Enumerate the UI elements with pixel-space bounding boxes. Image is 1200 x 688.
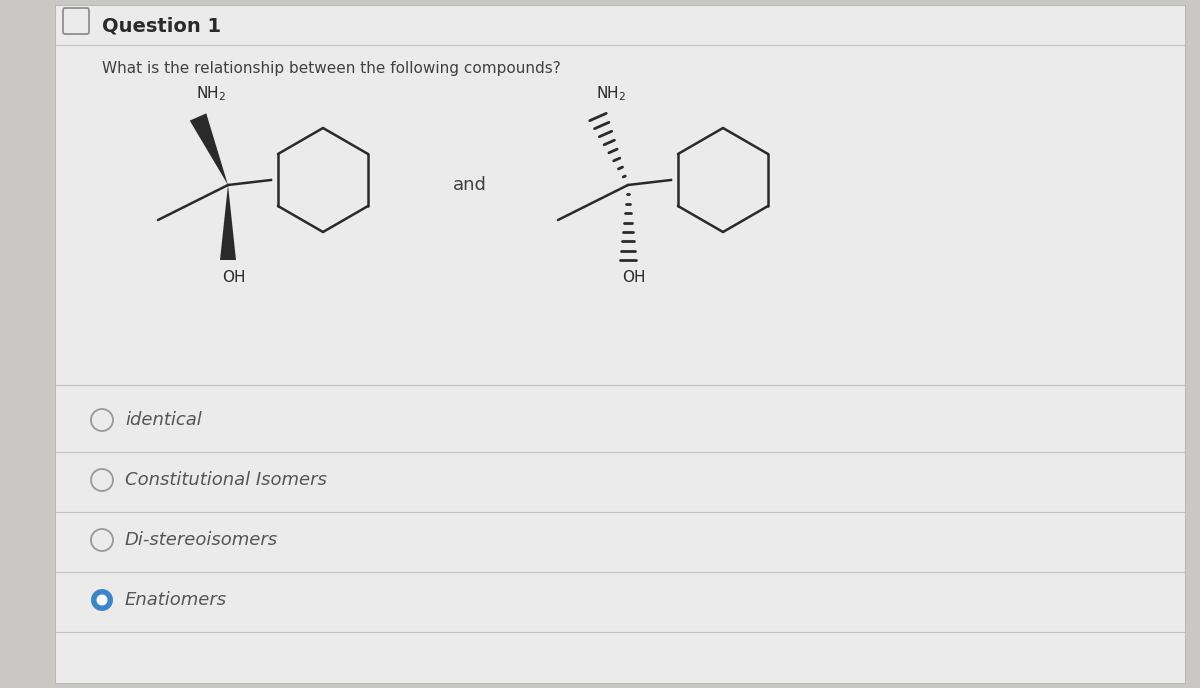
FancyBboxPatch shape <box>55 5 1186 683</box>
Text: Enatiomers: Enatiomers <box>125 591 227 609</box>
Text: OH: OH <box>622 270 646 285</box>
Text: OH: OH <box>222 270 246 285</box>
Text: and: and <box>454 176 487 194</box>
Polygon shape <box>190 114 228 185</box>
Text: What is the relationship between the following compounds?: What is the relationship between the fol… <box>102 61 560 76</box>
Circle shape <box>91 409 113 431</box>
Text: Di-stereoisomers: Di-stereoisomers <box>125 531 278 549</box>
Circle shape <box>91 529 113 551</box>
Circle shape <box>96 594 108 605</box>
Circle shape <box>91 589 113 611</box>
Text: NH$_2$: NH$_2$ <box>196 85 227 103</box>
Text: Constitutional Isomers: Constitutional Isomers <box>125 471 326 489</box>
Polygon shape <box>220 185 236 260</box>
Text: NH$_2$: NH$_2$ <box>596 85 626 103</box>
Text: Question 1: Question 1 <box>102 17 221 36</box>
Circle shape <box>91 469 113 491</box>
Text: identical: identical <box>125 411 202 429</box>
FancyBboxPatch shape <box>64 8 89 34</box>
